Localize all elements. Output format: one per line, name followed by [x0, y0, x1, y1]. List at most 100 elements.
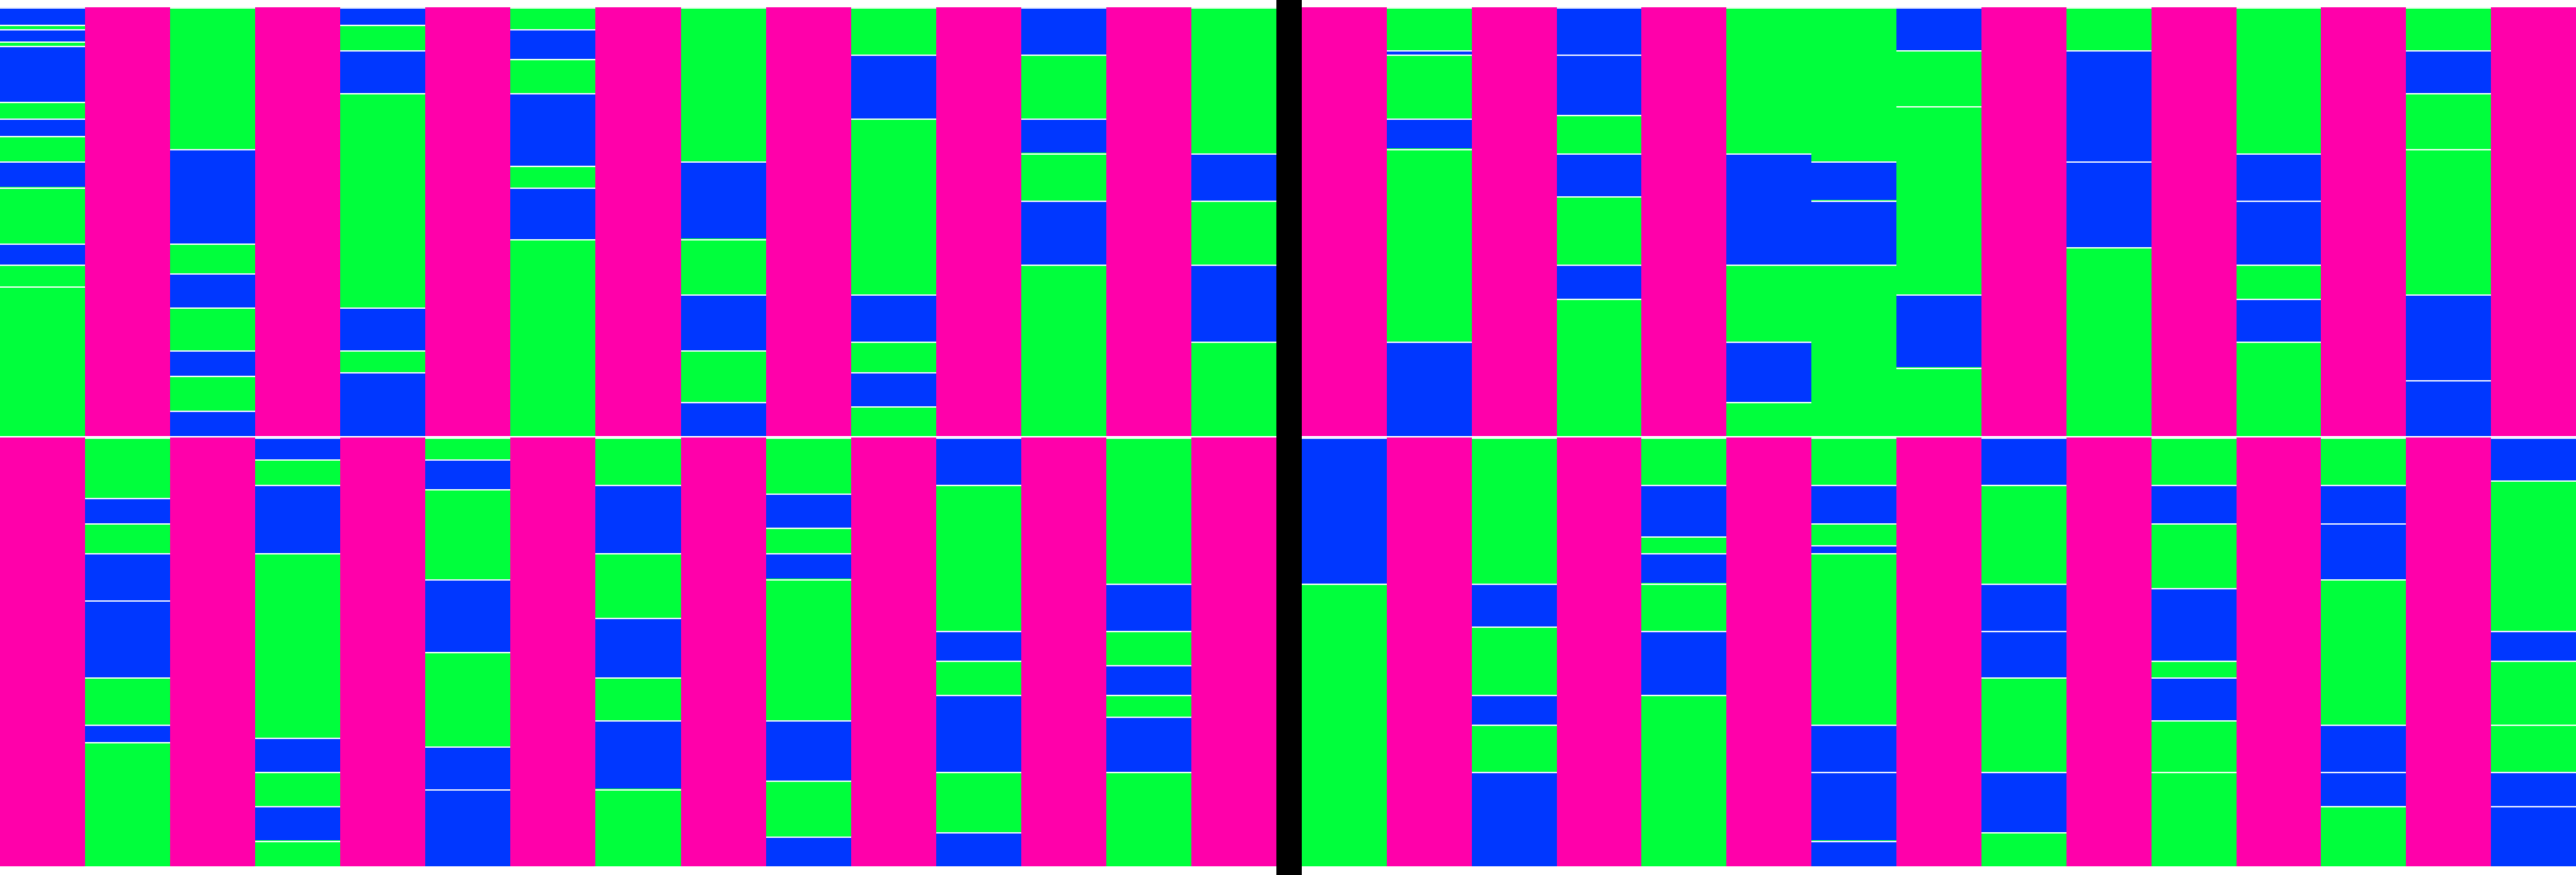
- scanline: [85, 600, 170, 602]
- color-band: [2321, 772, 2406, 806]
- color-band: [340, 93, 425, 307]
- scanline: [1811, 725, 1896, 726]
- scanline: [1387, 50, 1472, 52]
- color-band: [0, 25, 85, 29]
- striped-color-strip: [2491, 438, 2576, 866]
- scanline: [681, 161, 766, 163]
- right-pattern-panel: [1302, 0, 2576, 875]
- scanline: [1811, 772, 1896, 773]
- color-band: [0, 188, 85, 243]
- striped-color-strip: [1811, 7, 1896, 436]
- scanline: [170, 149, 255, 150]
- color-band: [2152, 485, 2237, 523]
- striped-color-strip: [851, 7, 936, 436]
- color-band: [2491, 661, 2576, 725]
- scanline: [85, 498, 170, 499]
- scanline: [2066, 7, 2152, 9]
- color-band: [2152, 438, 2237, 485]
- color-band: [510, 188, 595, 239]
- scanline: [936, 772, 1021, 773]
- scanline: [1641, 631, 1726, 632]
- scanline: [2491, 480, 2576, 482]
- color-band: [1726, 265, 1811, 342]
- scanline: [1021, 55, 1106, 56]
- color-band: [2491, 772, 2576, 806]
- scanline: [766, 579, 851, 581]
- color-band: [85, 725, 170, 742]
- scanline: [1557, 153, 1641, 155]
- color-band: [2237, 7, 2321, 153]
- color-band: [2066, 161, 2152, 247]
- striped-color-strip: [170, 7, 255, 436]
- striped-color-strip: [2321, 438, 2406, 866]
- scanline: [1387, 342, 1472, 343]
- color-band: [851, 406, 936, 436]
- striped-color-strip: [595, 438, 681, 866]
- scanline: [1811, 553, 1896, 555]
- scanline: [255, 459, 340, 461]
- color-band: [1387, 55, 1472, 119]
- color-band: [425, 438, 510, 459]
- color-band: [1106, 631, 1191, 665]
- color-band: [170, 350, 255, 376]
- scanline: [425, 652, 510, 653]
- striped-color-strip: [1811, 438, 1896, 866]
- scanline: [0, 25, 85, 26]
- left-pattern-panel: [0, 0, 1276, 875]
- striped-color-strip: [2066, 7, 2152, 436]
- color-band: [1021, 265, 1106, 436]
- color-band: [595, 789, 681, 866]
- color-band: [340, 7, 425, 25]
- color-band: [2237, 342, 2321, 436]
- scanline: [1981, 677, 2066, 679]
- color-band: [0, 46, 85, 102]
- scanline: [595, 553, 681, 555]
- color-band: [1472, 584, 1557, 626]
- color-band: [425, 579, 510, 652]
- pattern-quadrant-bottom: [1302, 438, 2576, 866]
- color-band: [595, 677, 681, 720]
- solid-color-strip: [2321, 7, 2406, 436]
- color-band: [936, 438, 1021, 485]
- scanline: [595, 438, 681, 439]
- color-band: [425, 789, 510, 866]
- color-band: [1021, 55, 1106, 119]
- striped-color-strip: [1106, 438, 1191, 866]
- color-band: [1191, 342, 1276, 436]
- scanline: [851, 55, 936, 56]
- scanline: [1302, 438, 1387, 439]
- scanline: [681, 294, 766, 296]
- color-band: [1896, 106, 1981, 295]
- scanline: [1981, 584, 2066, 585]
- scanline: [510, 239, 595, 241]
- scanline: [1191, 265, 1276, 266]
- scanline: [1387, 149, 1472, 150]
- pattern-quadrant-top: [0, 7, 1276, 436]
- color-band: [1021, 7, 1106, 55]
- scanline: [2152, 438, 2237, 439]
- color-band: [1472, 626, 1557, 695]
- scanline: [2321, 725, 2406, 726]
- color-band: [255, 553, 340, 738]
- color-band: [1896, 50, 1981, 106]
- scanline: [1021, 7, 1106, 9]
- color-band: [851, 118, 936, 294]
- scanline: [2237, 153, 2321, 155]
- solid-color-strip: [340, 438, 425, 866]
- color-band: [85, 600, 170, 677]
- color-band: [1981, 832, 2066, 866]
- color-band: [1106, 695, 1191, 717]
- scanline: [2152, 677, 2237, 679]
- scanline: [0, 118, 85, 120]
- color-band: [936, 832, 1021, 866]
- scanline: [2321, 579, 2406, 581]
- color-band: [340, 372, 425, 436]
- scanline: [0, 188, 85, 189]
- color-band: [1472, 695, 1557, 725]
- color-band: [1896, 7, 1981, 50]
- color-band: [1641, 536, 1726, 554]
- pattern-quadrant-bottom: [0, 438, 1276, 866]
- scanline: [2406, 294, 2491, 296]
- scanline: [1641, 695, 1726, 696]
- striped-color-strip: [340, 7, 425, 436]
